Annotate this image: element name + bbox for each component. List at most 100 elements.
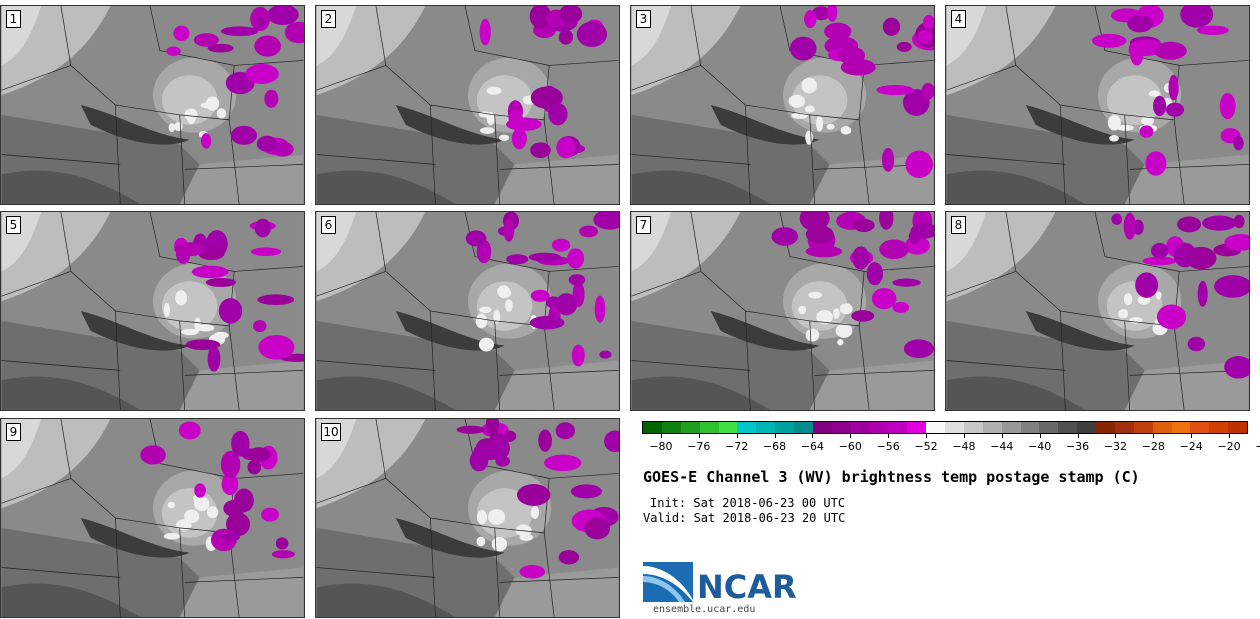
- colorbar-tick: [1153, 434, 1155, 438]
- colorbar-segment: [699, 422, 719, 433]
- colorbar-segment: [1020, 422, 1040, 433]
- colorbar-segment: [888, 422, 908, 433]
- water-vapor-map-image: [631, 6, 934, 204]
- colorbar-tick-label: −16: [1255, 440, 1260, 453]
- colorbar-segment: [1039, 422, 1059, 433]
- colorbar-segment: [680, 422, 700, 433]
- colorbar-segment: [1058, 422, 1078, 433]
- map-panel-2: 2: [315, 5, 620, 205]
- colorbar-tick: [1191, 434, 1193, 438]
- colorbar-segment: [850, 422, 870, 433]
- panel-number: 4: [951, 10, 966, 28]
- colorbar-tick: [1001, 434, 1003, 438]
- water-vapor-map-image: [946, 6, 1249, 204]
- colorbar-segment: [661, 422, 681, 433]
- colorbar-segment: [737, 422, 757, 433]
- colorbar-segment: [1228, 422, 1247, 433]
- colorbar-tick-label: −52: [914, 440, 938, 453]
- map-panel-7: 7: [630, 211, 935, 411]
- colorbar-tick: [774, 434, 776, 438]
- panel-number: 8: [951, 216, 966, 234]
- colorbar-ticks: −80 −76 −72 −68 −64 −60 −56 −52 −48 −44 −40 −36 −32−…: [642, 434, 1260, 454]
- colorbar-tick: [1039, 434, 1041, 438]
- valid-time: Valid: Sat 2018-06-23 20 UTC: [643, 511, 846, 525]
- panel-number: 6: [321, 216, 336, 234]
- colorbar-segment: [812, 422, 832, 433]
- colorbar-segment: [1171, 422, 1191, 433]
- plot-title: GOES-E Channel 3 (WV) brightness temp po…: [643, 468, 1140, 486]
- colorbar: [642, 421, 1248, 434]
- colorbar-segment: [982, 422, 1002, 433]
- colorbar-tick: [926, 434, 928, 438]
- colorbar-segment: [831, 422, 851, 433]
- panel-number: 5: [6, 216, 21, 234]
- colorbar-tick-label: −60: [838, 440, 862, 453]
- panel-number: 9: [6, 423, 21, 441]
- panel-number: 7: [636, 216, 651, 234]
- colorbar-tick-label: −36: [1065, 440, 1090, 453]
- colorbar-tick-label: −48: [952, 440, 976, 453]
- map-panel-8: 8: [945, 211, 1250, 411]
- colorbar-tick: [1229, 434, 1231, 438]
- colorbar-segment: [1077, 422, 1096, 433]
- water-vapor-map-image: [1, 6, 304, 204]
- colorbar-tick-label: −24: [1179, 440, 1203, 453]
- water-vapor-map-image: [631, 212, 934, 410]
- panel-number: 10: [321, 423, 341, 441]
- colorbar-tick-label: −72: [725, 440, 749, 453]
- map-panel-10: 10: [315, 418, 620, 618]
- map-panel-4: 4: [945, 5, 1250, 205]
- colorbar-segment: [907, 422, 927, 433]
- panel-number: 1: [6, 10, 21, 28]
- colorbar-tick-label: −28: [1141, 440, 1165, 453]
- colorbar-segment: [756, 422, 776, 433]
- colorbar-segment: [1114, 422, 1134, 433]
- colorbar-segment: [794, 422, 813, 433]
- colorbar-tick-label: −40: [1028, 440, 1052, 453]
- colorbar-segment: [1152, 422, 1172, 433]
- colorbar-segment: [643, 422, 662, 433]
- colorbar-tick: [1115, 434, 1117, 438]
- colorbar-tick: [963, 434, 965, 438]
- water-vapor-map-image: [316, 419, 619, 617]
- water-vapor-map-image: [316, 6, 619, 204]
- panel-number: 3: [636, 10, 651, 28]
- ncar-logo-icon: [643, 562, 693, 602]
- colorbar-segment: [1096, 422, 1115, 433]
- map-panel-1: 1: [0, 5, 305, 205]
- panel-number: 2: [321, 10, 336, 28]
- logo-text: NCAR: [697, 568, 797, 606]
- map-panel-6: 6: [315, 211, 620, 411]
- colorbar-tick: [698, 434, 700, 438]
- colorbar-segment: [963, 422, 983, 433]
- colorbar-tick-label: −44: [990, 440, 1014, 453]
- colorbar-tick-label: −76: [687, 440, 711, 453]
- colorbar-segment: [718, 422, 738, 433]
- colorbar-tick-label: −80: [649, 440, 673, 453]
- colorbar-tick-label: −64: [800, 440, 825, 453]
- colorbar-segment: [1209, 422, 1229, 433]
- colorbar-segment: [945, 422, 964, 433]
- colorbar-tick: [660, 434, 662, 438]
- colorbar-tick-label: −20: [1217, 440, 1241, 453]
- water-vapor-map-image: [1, 419, 304, 617]
- colorbar-tick-label: −68: [762, 440, 787, 453]
- init-time: Init: Sat 2018-06-23 00 UTC: [650, 496, 846, 510]
- logo-url: ensemble.ucar.edu: [653, 604, 756, 615]
- map-panel-5: 5: [0, 211, 305, 411]
- colorbar-segment: [775, 422, 794, 433]
- colorbar-tick: [812, 434, 814, 438]
- colorbar-tick: [888, 434, 890, 438]
- water-vapor-map-image: [946, 212, 1249, 410]
- colorbar-tick-label: −56: [876, 440, 900, 453]
- colorbar-tick-label: −32: [1103, 440, 1128, 453]
- colorbar-segment: [1190, 422, 1210, 433]
- colorbar-segment: [926, 422, 945, 433]
- map-panel-9: 9: [0, 418, 305, 618]
- colorbar-tick: [736, 434, 738, 438]
- colorbar-tick: [1077, 434, 1079, 438]
- colorbar-segment: [1133, 422, 1153, 433]
- water-vapor-map-image: [1, 212, 304, 410]
- map-panel-3: 3: [630, 5, 935, 205]
- water-vapor-map-image: [316, 212, 619, 410]
